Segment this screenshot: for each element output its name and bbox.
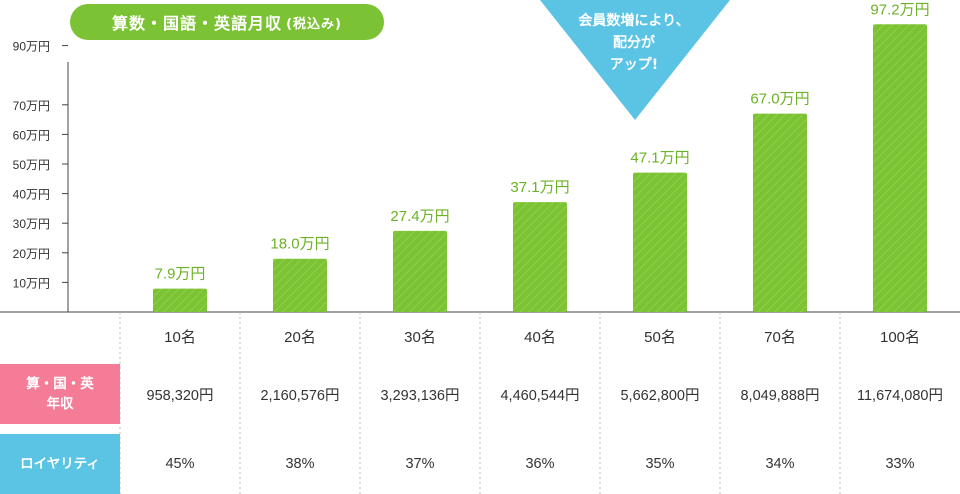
annual-income-cell: 3,293,136円 [380, 387, 460, 404]
y-tick-label: 50万円 [13, 158, 50, 172]
royalty-cell: 34% [765, 456, 795, 472]
row-label-annual-income: 算・国・英 年収 [0, 364, 120, 424]
bar-value-label: 47.1万円 [630, 150, 689, 167]
y-tick-label: 10万円 [13, 276, 50, 290]
row-label-royalty-text: ロイヤリティ [20, 456, 100, 472]
y-tick-label: 40万円 [13, 188, 50, 202]
bar [633, 172, 687, 312]
royalty-cell: 36% [525, 456, 555, 472]
row-label-annual-line2: 年収 [46, 396, 74, 412]
y-tick-label: 60万円 [13, 128, 50, 142]
chart-title: 算数・国語・英語月収 [112, 14, 283, 33]
bar [873, 24, 927, 313]
callout-line-1: 会員数増により、 [578, 13, 690, 29]
callout-triangle [540, 0, 730, 120]
bar [753, 113, 807, 313]
row-label-royalty: ロイヤリティ [0, 434, 120, 494]
category-label: 50名 [644, 328, 676, 346]
bar [513, 202, 567, 312]
bar-value-label: 37.1万円 [510, 179, 569, 196]
annual-income-cell: 5,662,800円 [620, 387, 700, 404]
bar-chart: 10万円 20万円 30万円 40万円 50万円 60万円 70万円 90万円 7.9万円 18… [0, 0, 960, 313]
category-label: 10名 [164, 328, 196, 346]
bar-value-label: 18.0万円 [270, 236, 329, 253]
bar-value-label: 27.4万円 [390, 208, 449, 225]
annual-income-cell: 958,320円 [146, 387, 214, 404]
y-tick-label: 30万円 [13, 217, 50, 231]
royalty-cell: 38% [285, 456, 315, 472]
category-label: 30名 [404, 328, 436, 346]
bar-value-label: 7.9万円 [155, 266, 206, 283]
callout-line-2: 配分が [613, 35, 655, 51]
annual-income-cell: 2,160,576円 [260, 387, 340, 404]
royalty-cell: 33% [885, 456, 915, 472]
y-tick-label: 20万円 [13, 247, 50, 261]
row-label-annual-line1: 算・国・英 [26, 376, 94, 392]
chart-title-pill: 算数・国語・英語月収 (税込み) [70, 4, 384, 40]
category-label: 20名 [284, 328, 316, 346]
category-label: 40名 [524, 328, 556, 346]
bar [393, 230, 447, 312]
category-label: 70名 [764, 328, 796, 346]
bar [153, 288, 207, 312]
annual-income-cell: 11,674,080円 [857, 387, 943, 404]
bar [273, 258, 327, 312]
royalty-cell: 37% [405, 456, 435, 472]
bar-value-label: 97.2万円 [870, 1, 929, 18]
annual-income-cell: 8,049,888円 [740, 387, 820, 404]
y-tick-label: 90万円 [13, 40, 50, 54]
royalty-cell: 45% [165, 456, 195, 472]
callout: 会員数増により、 配分が アップ! [552, 10, 716, 76]
category-label: 100名 [879, 328, 921, 346]
callout-line-3: アップ! [609, 57, 659, 73]
annual-income-cell: 4,460,544円 [500, 387, 580, 404]
royalty-cell: 35% [645, 456, 675, 472]
bar-value-label: 67.0万円 [750, 91, 809, 108]
chart-title-note: (税込み) [286, 16, 342, 32]
y-tick-label: 70万円 [13, 99, 50, 113]
table-separators [119, 312, 841, 494]
